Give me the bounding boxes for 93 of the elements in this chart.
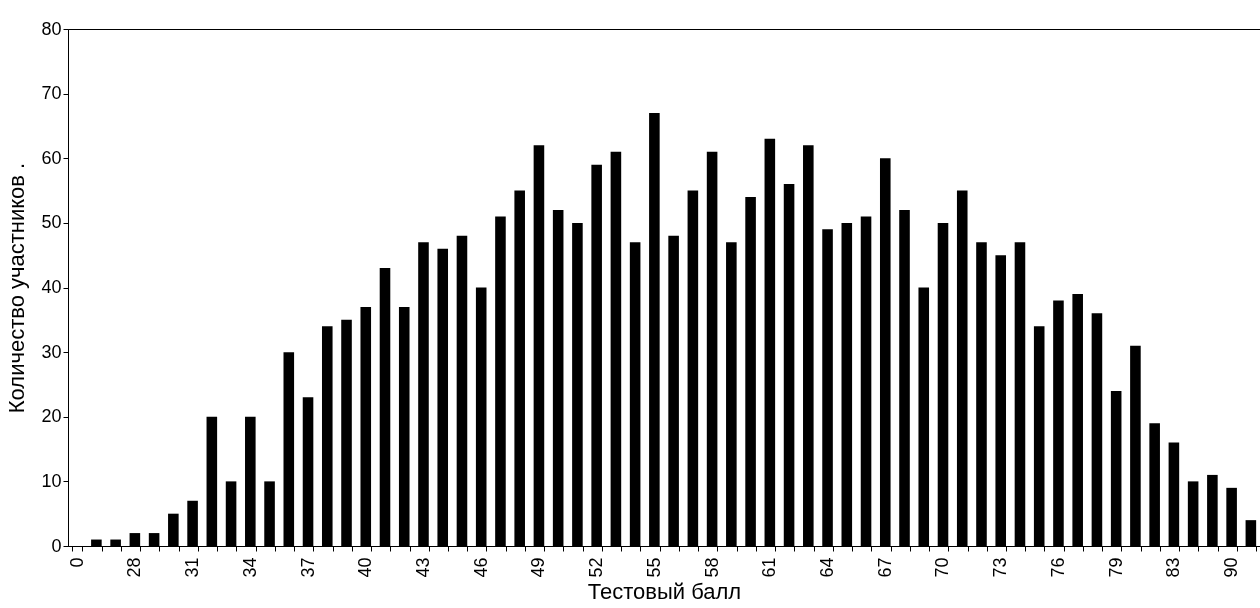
bar	[495, 216, 506, 546]
bar	[706, 151, 718, 546]
x-tick-label: 73	[990, 557, 1011, 578]
x-tick-label: 76	[1047, 557, 1068, 578]
x-tick-label: 49	[528, 557, 549, 578]
bar	[341, 319, 352, 546]
bar	[206, 416, 218, 546]
x-tick-label: 37	[297, 557, 318, 578]
x-tick-label: 34	[239, 557, 260, 578]
bar	[726, 242, 737, 546]
x-axis-title: Тестовый балл	[587, 578, 742, 604]
bar	[321, 326, 333, 546]
bar	[860, 216, 872, 546]
bar	[783, 184, 795, 546]
bar	[302, 397, 314, 546]
bar	[245, 416, 256, 546]
bar	[1091, 313, 1103, 546]
bar	[649, 113, 660, 546]
bar	[668, 235, 679, 546]
bar	[456, 235, 468, 546]
bar	[1130, 345, 1141, 546]
x-tick-label: 28	[124, 557, 145, 578]
bar	[1110, 390, 1122, 546]
x-tick-label: 70	[932, 557, 953, 578]
x-tick-label: 61	[759, 557, 780, 578]
y-tick-label: 10	[41, 470, 62, 491]
bar	[879, 158, 891, 546]
bar	[168, 513, 179, 546]
bar	[1187, 481, 1199, 546]
bar	[937, 222, 949, 546]
bar	[437, 248, 449, 546]
bar	[1168, 442, 1180, 546]
y-tick-label: 0	[51, 535, 62, 556]
bar	[572, 222, 583, 546]
bar	[418, 242, 429, 546]
bar	[687, 190, 699, 546]
bar	[360, 306, 372, 546]
bar	[514, 190, 525, 546]
bar	[1226, 487, 1237, 546]
x-tick-label: 90	[1221, 557, 1242, 578]
bar	[1033, 326, 1045, 546]
bar	[475, 287, 487, 546]
bar	[225, 481, 237, 546]
x-tick-label: 40	[355, 557, 376, 578]
bar	[283, 352, 295, 546]
bar	[1014, 242, 1026, 546]
bar	[822, 229, 833, 546]
bar	[552, 209, 564, 546]
y-tick-label: 30	[41, 341, 62, 362]
x-tick-label: 46	[470, 557, 491, 578]
bar	[899, 209, 910, 546]
y-tick-label: 80	[41, 18, 62, 39]
bar	[398, 306, 410, 546]
x-tick-label: 0	[66, 557, 87, 568]
bar	[129, 533, 141, 546]
bar	[745, 197, 756, 546]
bar	[1053, 300, 1064, 546]
x-tick-label: 52	[586, 557, 607, 578]
x-tick-label: 58	[701, 557, 722, 578]
bar	[110, 539, 121, 546]
bar	[995, 255, 1007, 546]
bar	[629, 242, 641, 546]
bar	[379, 268, 391, 546]
y-tick-label: 70	[41, 83, 62, 104]
x-tick-label: 83	[1163, 557, 1184, 578]
x-tick-label: 64	[817, 557, 838, 578]
bar	[956, 190, 968, 546]
x-tick-label: 31	[182, 557, 203, 578]
y-axis-title: Количество участников .	[4, 162, 30, 414]
bar	[591, 164, 602, 546]
bar	[918, 287, 930, 546]
bar	[264, 481, 275, 546]
bar	[1245, 520, 1257, 546]
bar	[187, 500, 198, 546]
y-tick-label: 40	[41, 277, 62, 297]
x-tick-label: 67	[874, 557, 895, 578]
bar	[1072, 293, 1083, 546]
bar	[803, 145, 814, 546]
bar	[841, 222, 853, 546]
x-tick-label: 79	[1105, 557, 1126, 578]
y-tick-label: 60	[41, 147, 62, 168]
bar	[610, 151, 622, 546]
y-tick-label: 20	[41, 406, 62, 427]
x-tick-label: 43	[412, 557, 433, 578]
y-tick-label: 50	[41, 212, 62, 233]
bar	[976, 242, 987, 546]
bar	[764, 138, 776, 546]
bar	[148, 533, 160, 546]
bar	[533, 145, 545, 546]
bar	[1207, 474, 1218, 546]
bar	[1149, 423, 1160, 546]
bar	[91, 539, 102, 546]
x-tick-label: 55	[643, 557, 664, 578]
